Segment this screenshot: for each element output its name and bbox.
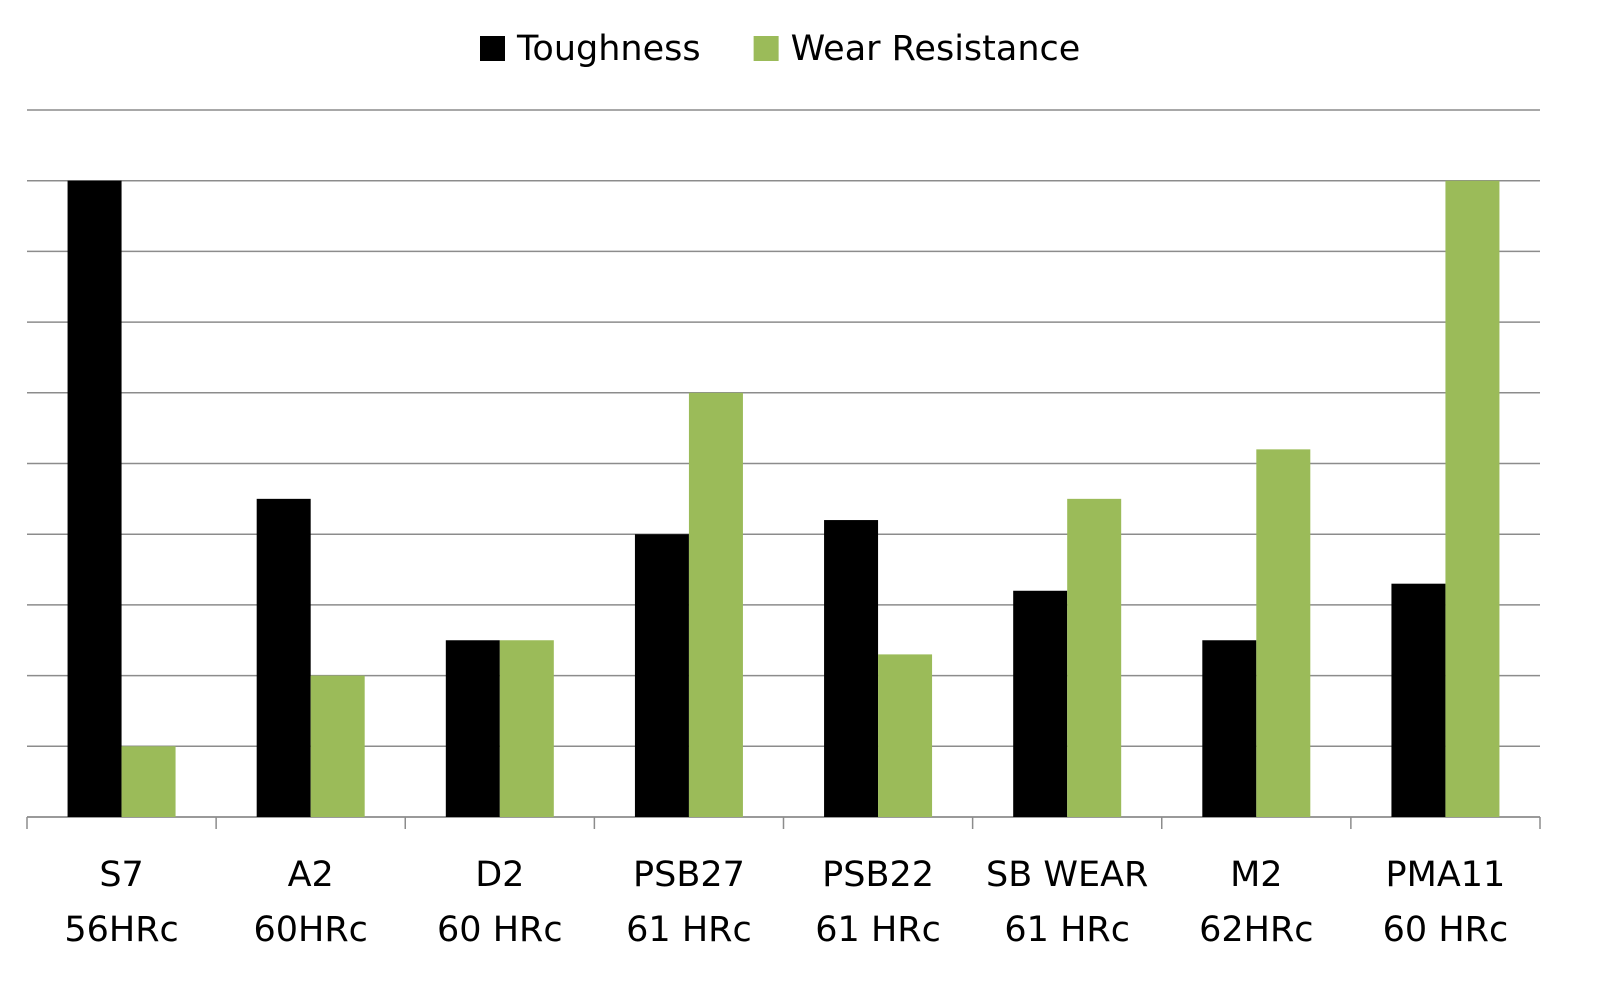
legend-label: Toughness	[516, 29, 701, 69]
x-tick-label: 61 HRc	[1004, 910, 1130, 950]
x-tick-label: M2	[1230, 855, 1282, 895]
bar	[1391, 583, 1446, 817]
x-tick-label: SB WEAR	[986, 855, 1148, 895]
legend-swatch	[753, 36, 779, 61]
x-tick-label: D2	[475, 855, 524, 895]
bar	[824, 520, 879, 817]
x-tick-label: 56HRc	[64, 910, 178, 950]
legend-swatch	[480, 36, 505, 61]
bar	[634, 534, 689, 817]
x-tick-label: 61 HRc	[626, 910, 752, 950]
bar	[310, 675, 365, 817]
x-tick-label: PSB27	[633, 855, 745, 895]
bar	[256, 498, 311, 817]
bar	[1067, 498, 1122, 817]
bar	[445, 640, 500, 817]
bar	[1256, 449, 1311, 817]
x-tick-label: PSB22	[822, 855, 934, 895]
x-tick-label: 61 HRc	[815, 910, 941, 950]
bar	[688, 392, 743, 817]
bar	[1013, 590, 1068, 817]
bar	[499, 640, 554, 817]
bar	[1202, 640, 1257, 817]
legend-label: Wear Resistance	[791, 29, 1081, 69]
x-tick-label: 62HRc	[1199, 910, 1313, 950]
x-tick-label: 60HRc	[253, 910, 367, 950]
x-tick-label: S7	[99, 855, 144, 895]
bar	[878, 654, 933, 817]
bar	[121, 746, 176, 817]
x-tick-label: PMA11	[1386, 855, 1506, 895]
x-tick-label: 60 HRc	[437, 910, 563, 950]
bar	[67, 180, 122, 817]
x-tick-label: 60 HRc	[1383, 910, 1509, 950]
x-tick-label: A2	[288, 855, 334, 895]
bar	[1445, 180, 1500, 817]
